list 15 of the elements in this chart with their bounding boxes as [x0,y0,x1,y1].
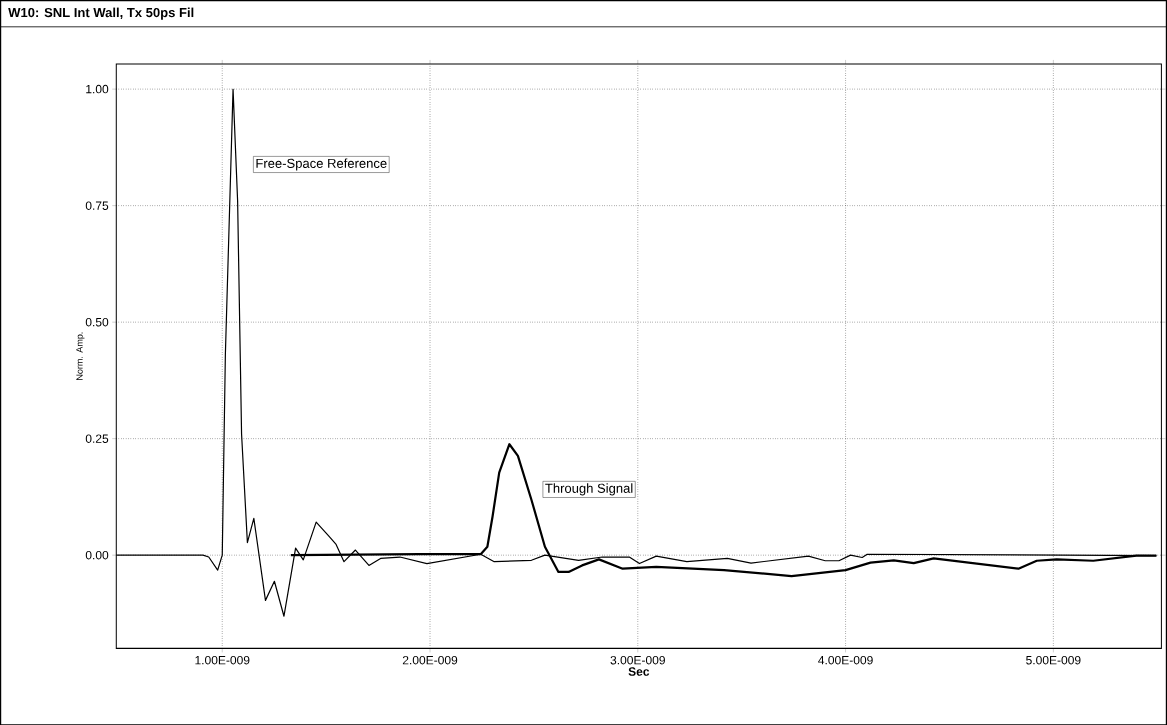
x-tick-label: 1.00E-009 [195,655,250,665]
y-tick-label: 0.50 [85,317,109,327]
x-tick-label: 4.00E-009 [818,655,873,665]
x-axis-title: Sec [628,667,650,676]
chart-title: W10: SNL Int Wall, Tx 50ps Fil [8,7,194,20]
y-tick-label: 0.75 [85,201,109,210]
y-axis-title: Norm. Amp. [76,332,85,380]
series-label: Free-Space Reference [256,158,387,171]
y-tick-label: 1.00 [86,84,109,94]
x-tick-label: 3.00E-009 [610,655,665,665]
x-tick-label: 2.00E-009 [402,655,458,665]
series-label: Through Signal [545,483,633,496]
x-tick-label: 5.00E-009 [1026,655,1081,665]
y-tick-label: 0.25 [85,434,109,443]
y-tick-label: 0.00 [85,550,109,560]
